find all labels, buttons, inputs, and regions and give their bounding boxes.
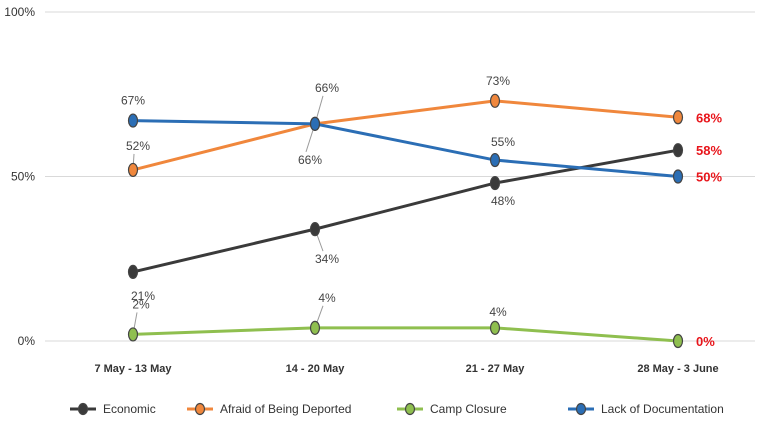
legend-marker-lack-of-documentation	[575, 402, 587, 416]
series-line-afraid-of-being-deported	[132, 99, 679, 172]
data-point-afraid-of-being-deported	[127, 162, 139, 178]
legend-marker-afraid-of-being-deported	[194, 402, 206, 416]
data-label-afraid-of-being-deported: 52%	[126, 139, 150, 153]
x-category-label: 28 May - 3 June	[637, 363, 718, 375]
series-line-lack-of-documentation	[132, 119, 679, 178]
data-point-economic	[672, 143, 684, 158]
legend: Economic Afraid of Being Deported Camp Clo…	[70, 402, 724, 416]
legend-marker-camp-closure	[404, 402, 416, 416]
end-value-label-economic: 58%	[696, 143, 722, 158]
data-point-camp-closure	[309, 320, 321, 335]
data-label-camp-closure: 4%	[318, 291, 336, 305]
data-point-camp-closure	[489, 320, 501, 335]
data-label-economic: 21%	[131, 289, 155, 303]
data-label-camp-closure: 4%	[489, 305, 507, 319]
x-axis-categories: 7 May - 13 May 14 - 20 May 21 - 27 May 28 M…	[94, 363, 718, 375]
data-point-economic	[489, 175, 501, 191]
y-axis-ticks: 0% 50% 100%	[4, 5, 35, 348]
legend-label-lack-of-documentation: Lack of Documentation	[601, 402, 724, 416]
y-tick-label: 100%	[4, 5, 35, 19]
end-value-label-afraid-of-being-deported: 68%	[696, 110, 722, 125]
x-category-label: 7 May - 13 May	[94, 363, 172, 375]
x-category-label: 14 - 20 May	[286, 363, 346, 375]
data-labels: 21% 34% 48% 58% 52% 66% 73% 68% 2% 4% 4% 0% 67% 66% 55…	[121, 74, 722, 349]
y-tick-label: 50%	[11, 170, 35, 184]
data-label-lack-of-documentation: 66%	[298, 153, 322, 167]
data-point-economic	[127, 264, 139, 280]
data-label-lack-of-documentation: 55%	[491, 135, 515, 149]
legend-marker-economic	[77, 402, 89, 416]
data-label-economic: 48%	[491, 194, 515, 208]
end-value-label-lack-of-documentation: 50%	[696, 170, 722, 185]
data-point-lack-of-documentation	[127, 113, 139, 128]
data-point-lack-of-documentation	[672, 169, 684, 184]
data-label-afraid-of-being-deported: 73%	[486, 74, 510, 88]
data-point-camp-closure	[127, 327, 139, 342]
legend-label-economic: Economic	[103, 402, 156, 416]
data-point-economic	[309, 222, 321, 237]
label-connectors	[132, 95, 324, 335]
series-markers	[127, 93, 684, 349]
data-label-afraid-of-being-deported: 66%	[315, 81, 339, 95]
data-point-lack-of-documentation	[309, 116, 321, 131]
data-label-lack-of-documentation: 67%	[121, 94, 145, 108]
x-category-label: 21 - 27 May	[466, 363, 526, 375]
end-value-label-camp-closure: 0%	[696, 334, 715, 349]
gridlines	[45, 11, 755, 342]
data-point-lack-of-documentation	[489, 152, 501, 168]
data-label-economic: 34%	[315, 252, 339, 266]
series-line-economic	[132, 148, 679, 274]
series-lines	[132, 99, 679, 343]
y-tick-label: 0%	[18, 334, 36, 348]
legend-label-camp-closure: Camp Closure	[430, 402, 507, 416]
legend-label-afraid-of-being-deported: Afraid of Being Deported	[220, 402, 351, 416]
data-point-afraid-of-being-deported	[489, 93, 501, 108]
data-label-camp-closure: 2%	[132, 297, 150, 311]
series-line-camp-closure	[132, 326, 679, 343]
data-point-afraid-of-being-deported	[672, 110, 684, 125]
data-point-camp-closure	[672, 333, 684, 349]
